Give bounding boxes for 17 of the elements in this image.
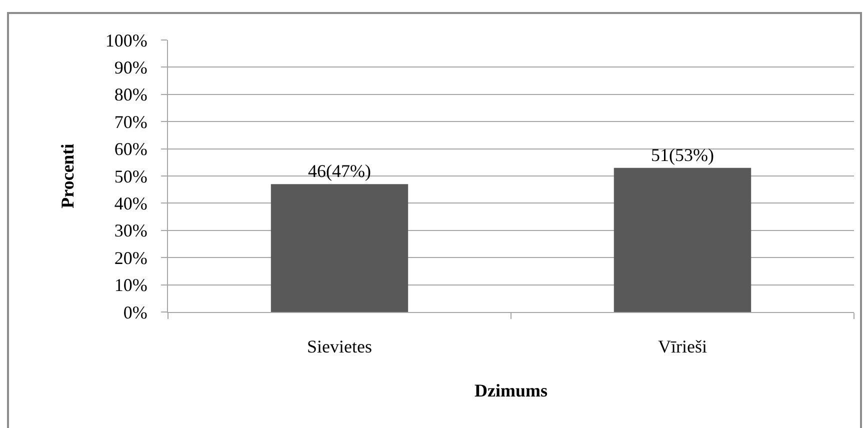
y-tick-label: 80%	[114, 84, 148, 105]
y-tick-label: 100%	[105, 30, 148, 50]
y-tick-label: 20%	[114, 248, 148, 268]
y-tick-label: 50%	[114, 166, 148, 186]
y-tick-label: 90%	[114, 58, 148, 78]
x-tick-label: Sievietes	[307, 336, 372, 357]
x-axis-title: Dzimums	[474, 380, 548, 401]
data-label: 51(53%)	[651, 144, 714, 165]
x-tick-label: Vīrieši	[658, 336, 707, 357]
y-tick-label: 70%	[114, 112, 148, 132]
data-label: 46(47%)	[308, 161, 371, 182]
y-tick-label: 30%	[114, 220, 148, 241]
y-tick-label: 0%	[123, 302, 148, 322]
y-tick-label: 10%	[114, 275, 148, 296]
y-axis-title: Procenti	[58, 144, 78, 208]
y-tick-label: 40%	[114, 194, 148, 214]
y-tick-label: 60%	[114, 139, 148, 160]
